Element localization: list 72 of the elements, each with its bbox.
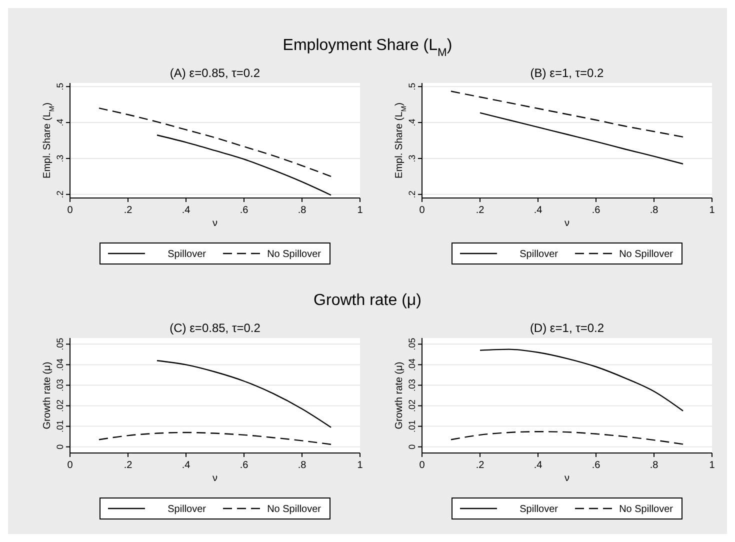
y-tick-label: .03 (407, 378, 417, 392)
x-tick-label: .4 (182, 205, 191, 216)
y-tick-label: .02 (407, 400, 417, 412)
y-tick-label: .02 (55, 400, 65, 412)
y-tick-label: .3 (407, 154, 417, 162)
y-tick-label: .05 (407, 338, 417, 350)
y-tick-label: .5 (55, 82, 65, 90)
x-tick-label: .2 (124, 460, 133, 471)
chart-subtitle: (B) ε=1, τ=0.2 (530, 66, 604, 80)
x-tick-label: .6 (592, 460, 601, 471)
y-tick-label: .05 (55, 338, 65, 350)
line-series (156, 360, 332, 428)
x-tick-label: .8 (298, 205, 307, 216)
x-tick-label: 1 (357, 205, 364, 216)
legend-label: No Spillover (619, 504, 674, 515)
y-tick-label: 0 (55, 444, 65, 450)
y-tick-label: .5 (407, 82, 417, 90)
y-tick-label: .04 (55, 358, 65, 371)
line-series (98, 108, 332, 178)
y-tick-label: .4 (55, 118, 65, 126)
x-tick-label: 1 (709, 460, 716, 471)
y-tick-label: .3 (55, 154, 65, 162)
x-tick-label: .6 (240, 460, 249, 471)
x-tick-label: .6 (592, 205, 601, 216)
y-tick-label: .03 (55, 378, 65, 392)
line-series (450, 90, 684, 138)
x-tick-label: .2 (124, 205, 133, 216)
legend-label: Spillover (520, 249, 559, 260)
x-tick-label: .8 (650, 205, 659, 216)
x-tick-label: 0 (67, 460, 74, 471)
x-tick-label: .8 (298, 460, 307, 471)
x-tick-label: .4 (182, 460, 191, 471)
legend-label: Spillover (168, 249, 207, 260)
legend-label: No Spillover (619, 249, 674, 260)
x-tick-label: 0 (419, 205, 426, 216)
line-series (479, 112, 684, 164)
x-tick-label: .8 (650, 460, 659, 471)
y-axis-title: Growth rate (μ) (394, 362, 405, 430)
x-axis-title: ν (212, 473, 218, 484)
x-tick-label: 1 (357, 460, 364, 471)
chart-subtitle: (C) ε=0.85, τ=0.2 (170, 321, 261, 335)
x-tick-label: 0 (67, 205, 74, 216)
y-tick-label: .2 (55, 190, 65, 198)
x-tick-label: .4 (534, 205, 543, 216)
line-series (450, 431, 684, 445)
y-tick-label: .4 (407, 118, 417, 126)
y-axis-title: Growth rate (μ) (42, 362, 53, 430)
x-axis-title: ν (564, 218, 570, 229)
chart-title: Growth rate (μ) (314, 292, 422, 309)
chart-subtitle: (A) ε=0.85, τ=0.2 (170, 66, 260, 80)
chart-subtitle: (D) ε=1, τ=0.2 (530, 321, 604, 335)
legend-label: No Spillover (267, 504, 322, 515)
y-tick-label: .01 (55, 420, 65, 433)
y-tick-label: .01 (407, 420, 417, 433)
x-tick-label: .2 (476, 205, 485, 216)
x-tick-label: .6 (240, 205, 249, 216)
line-series (479, 348, 684, 412)
y-tick-label: .04 (407, 358, 417, 371)
x-tick-label: 1 (709, 205, 716, 216)
x-axis-title: ν (564, 473, 570, 484)
x-tick-label: .4 (534, 460, 543, 471)
x-axis-title: ν (212, 218, 218, 229)
x-tick-label: .2 (476, 460, 485, 471)
line-series (98, 432, 332, 445)
legend-label: No Spillover (267, 249, 322, 260)
chart-title: Employment Share (L$_{M}$) (282, 37, 452, 59)
y-tick-label: .2 (407, 190, 417, 198)
y-tick-label: 0 (407, 444, 417, 450)
legend-label: Spillover (168, 504, 207, 515)
x-tick-label: 0 (419, 460, 426, 471)
legend-label: Spillover (520, 504, 559, 515)
line-series (156, 134, 332, 196)
